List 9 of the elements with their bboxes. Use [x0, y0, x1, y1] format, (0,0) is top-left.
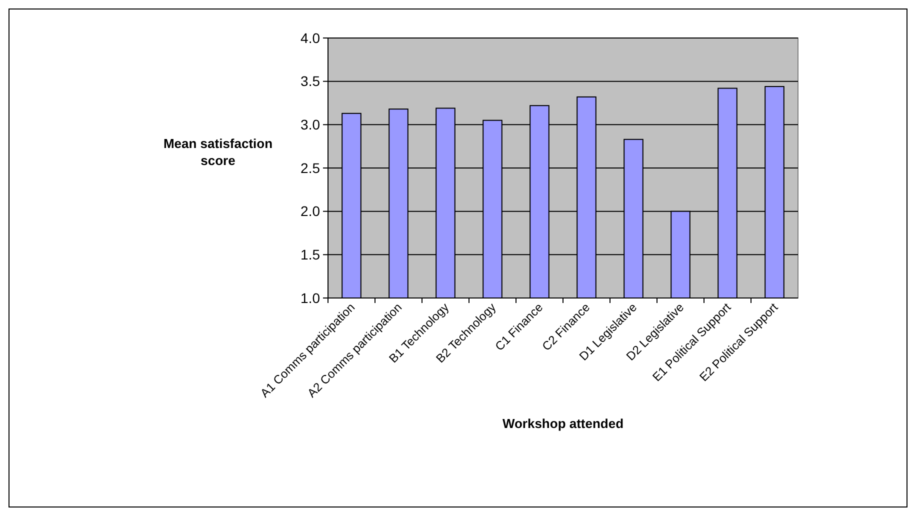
y-tick-label: 3.5 — [300, 73, 320, 90]
y-tick-label: 1.0 — [300, 290, 320, 306]
y-tick-label: 2.5 — [300, 160, 320, 176]
x-axis-title: Workshop attended — [502, 416, 624, 431]
y-tick-label: 1.5 — [300, 246, 320, 263]
y-axis-title: Mean satisfaction score — [163, 136, 273, 168]
y-tick-label: 3.0 — [300, 116, 320, 133]
y-tick-label: 2.0 — [300, 203, 320, 220]
y-tick-label: 4.0 — [300, 30, 320, 46]
